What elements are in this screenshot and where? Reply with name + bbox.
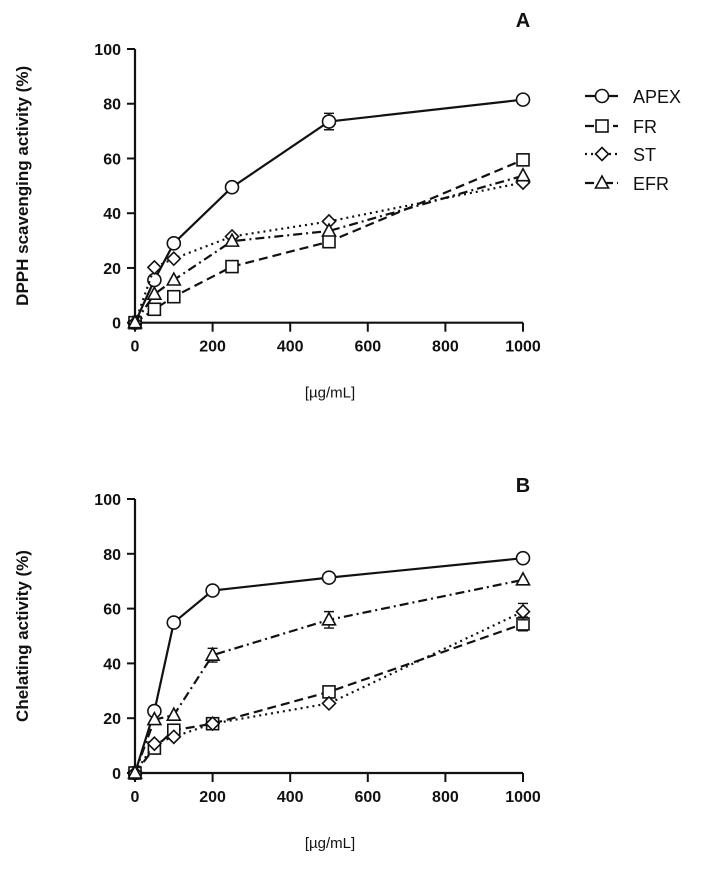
legend-item-EFR: EFR (585, 174, 669, 194)
data-point-APEX (166, 236, 182, 251)
legend-label: APEX (633, 87, 681, 107)
y-tick-label: 100 (94, 492, 121, 509)
data-point-EFR (515, 167, 531, 182)
y-tick-label: 0 (112, 316, 121, 333)
data-point-ST (146, 259, 163, 276)
data-point-ST (321, 695, 337, 712)
y-tick-label: 40 (103, 656, 121, 673)
x-tick-label: 600 (354, 789, 381, 806)
series-line-APEX (133, 557, 524, 774)
data-point-ST (515, 603, 531, 620)
series-APEX (127, 550, 531, 781)
data-point-EFR (321, 222, 337, 237)
data-point-FR (225, 259, 239, 274)
panel-label: B (516, 475, 530, 497)
data-point-APEX (321, 114, 337, 129)
data-point-APEX (321, 570, 337, 585)
data-point-EFR (146, 285, 163, 301)
x-tick-label: 1000 (505, 339, 541, 356)
series-APEX (127, 92, 531, 331)
data-point-FR (147, 302, 162, 317)
x-tick-label: 0 (131, 339, 140, 356)
y-tick-label: 80 (103, 547, 121, 564)
legend-item-ST: ST (585, 145, 656, 165)
legend-marker (594, 146, 610, 162)
data-point-EFR (204, 646, 221, 661)
y-tick-label: 60 (103, 151, 121, 168)
legend-label: FR (633, 117, 657, 137)
series-line-EFR (134, 174, 524, 324)
y-tick-label: 20 (103, 711, 121, 728)
data-point-ST (204, 716, 221, 732)
data-point-FR (322, 234, 336, 249)
legend-marker (594, 88, 610, 104)
x-tick-label: 400 (277, 339, 304, 356)
x-tick-label: 200 (199, 789, 226, 806)
data-point-EFR (127, 314, 143, 329)
series-line-EFR (133, 578, 524, 774)
legend: APEX FR ST EFR (585, 87, 681, 194)
y-tick-label: 80 (103, 97, 121, 114)
series-line-ST (133, 181, 524, 324)
x-tick-label: 0 (131, 789, 140, 806)
series-ST (127, 174, 531, 331)
data-point-FR (516, 153, 530, 167)
data-point-EFR (165, 271, 182, 286)
data-point-APEX (224, 179, 240, 195)
legend-label: EFR (633, 174, 669, 194)
series-EFR (127, 571, 531, 779)
data-point-APEX (515, 550, 531, 566)
series-EFR (127, 167, 531, 329)
x-axis-label: [µg/mL] (305, 835, 355, 852)
data-point-ST (166, 729, 182, 745)
x-tick-label: 400 (277, 789, 304, 806)
y-tick-label: 20 (103, 261, 121, 278)
legend-marker (595, 119, 609, 133)
y-tick-label: 100 (94, 42, 121, 59)
legend-marker (594, 174, 610, 189)
y-tick-label: 40 (103, 206, 121, 223)
y-tick-label: 60 (103, 602, 121, 619)
legend-label: ST (633, 145, 656, 165)
data-point-ST (166, 251, 182, 267)
data-point-EFR (127, 764, 143, 779)
y-tick-label: 0 (112, 766, 121, 783)
data-point-APEX (166, 615, 182, 630)
data-point-ST (146, 736, 163, 752)
x-tick-label: 200 (199, 339, 226, 356)
series-FR (128, 153, 530, 330)
data-point-EFR (146, 710, 163, 726)
data-point-APEX (147, 272, 162, 288)
series-line-APEX (133, 98, 524, 324)
y-axis-label: Chelating activity (%) (13, 550, 32, 722)
legend-item-FR: FR (585, 117, 657, 137)
x-tick-label: 800 (432, 789, 459, 806)
series-line-FR (134, 622, 524, 774)
data-point-APEX (205, 583, 220, 598)
data-point-EFR (224, 232, 240, 247)
data-point-EFR (321, 611, 337, 626)
data-point-EFR (165, 706, 182, 721)
data-point-FR (167, 289, 181, 304)
x-tick-label: 800 (432, 339, 459, 356)
data-point-APEX (515, 92, 531, 107)
y-axis-label: DPPH scavenging activity (%) (13, 66, 32, 306)
data-point-EFR (515, 571, 531, 586)
x-tick-label: 600 (354, 339, 381, 356)
legend-item-APEX: APEX (585, 87, 681, 107)
panel-label: A (516, 10, 530, 32)
x-axis-label: [µg/mL] (305, 385, 355, 402)
x-tick-label: 1000 (505, 789, 541, 806)
